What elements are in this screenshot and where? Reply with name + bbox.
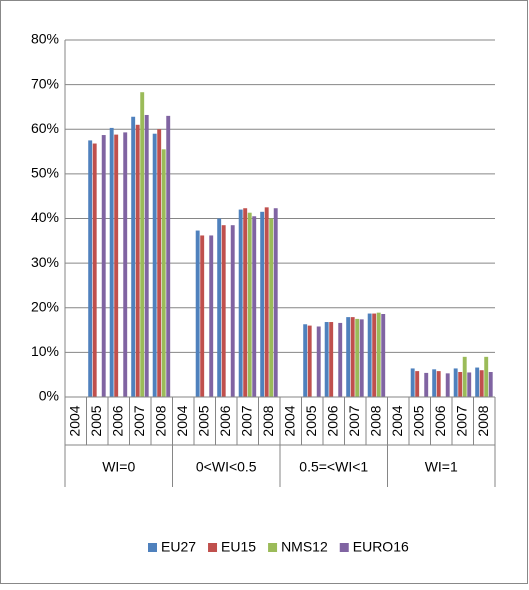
bar <box>307 325 312 397</box>
legend-label: EU15 <box>221 539 256 555</box>
bar <box>247 212 252 397</box>
bar <box>372 313 377 397</box>
x-tick-label: 2007 <box>346 405 362 436</box>
bar <box>109 127 114 397</box>
y-tick-label: 80% <box>31 31 59 47</box>
bar <box>221 225 226 397</box>
bar <box>195 230 200 397</box>
x-tick-label: 2004 <box>174 405 190 436</box>
bar <box>376 312 381 397</box>
bar <box>157 129 162 397</box>
bar <box>200 235 205 397</box>
bar <box>338 322 343 397</box>
bar <box>273 208 278 397</box>
bar <box>161 149 166 397</box>
x-tick-label: 2004 <box>389 405 405 436</box>
bar <box>367 313 372 397</box>
bar <box>479 370 484 397</box>
bar <box>140 92 145 398</box>
x-tick-label: 2006 <box>324 405 340 436</box>
bar <box>415 371 420 397</box>
x-tick-label: 2005 <box>88 405 104 436</box>
bar <box>324 322 329 397</box>
bar <box>303 324 308 397</box>
x-tick-label: 2006 <box>217 405 233 436</box>
x-tick-label: 2006 <box>432 405 448 436</box>
bar <box>329 322 334 397</box>
legend-label: EU27 <box>161 539 196 555</box>
bar <box>114 134 119 398</box>
bar <box>316 326 321 397</box>
bar <box>410 368 415 397</box>
legend-label: NMS12 <box>281 539 328 555</box>
group-label: WI=1 <box>425 459 458 475</box>
x-tick-label: 2008 <box>260 405 276 436</box>
bar <box>484 356 489 397</box>
x-tick-label: 2008 <box>367 405 383 436</box>
bar <box>458 372 463 397</box>
x-tick-label: 2008 <box>152 405 168 436</box>
bar <box>123 132 128 397</box>
bar <box>144 114 149 397</box>
bar <box>346 317 351 397</box>
bar <box>436 371 441 397</box>
bar <box>230 225 235 397</box>
x-tick-label: 2005 <box>303 405 319 436</box>
x-tick-label: 2004 <box>66 405 82 436</box>
bar <box>92 143 97 397</box>
bar <box>453 368 458 397</box>
y-tick-label: 20% <box>31 298 59 314</box>
y-tick-label: 30% <box>31 254 59 270</box>
bar <box>462 356 467 397</box>
group-label: 0<WI<0.5 <box>196 459 257 475</box>
y-tick-label: 50% <box>31 165 59 181</box>
bar <box>264 207 269 397</box>
bar <box>488 372 493 397</box>
bar <box>243 208 248 397</box>
bar <box>238 209 243 397</box>
bar <box>445 373 450 397</box>
bar <box>101 135 106 397</box>
bar <box>260 211 265 397</box>
bar <box>152 133 157 397</box>
y-tick-label: 60% <box>31 120 59 136</box>
bar <box>131 116 136 397</box>
legend-swatch <box>339 543 349 552</box>
bar <box>359 319 364 397</box>
bar <box>424 372 429 397</box>
x-tick-label: 2007 <box>453 405 469 436</box>
legend-swatch <box>208 543 218 552</box>
bar <box>350 317 355 397</box>
legend-label: EURO16 <box>353 539 409 555</box>
bar <box>467 372 472 397</box>
group-label: 0.5=<WI<1 <box>299 459 368 475</box>
legend-swatch <box>268 543 278 552</box>
bar <box>217 218 222 397</box>
bar <box>269 218 274 397</box>
bar <box>432 369 437 397</box>
bar <box>475 367 480 397</box>
y-tick-label: 40% <box>31 209 59 225</box>
bar <box>381 313 386 397</box>
group-label: WI=0 <box>102 459 135 475</box>
legend-swatch <box>148 543 157 552</box>
x-tick-label: 2007 <box>131 405 147 436</box>
bar <box>209 235 214 397</box>
x-tick-label: 2007 <box>238 405 254 436</box>
bar <box>135 124 140 397</box>
bar <box>166 115 171 398</box>
x-tick-label: 2005 <box>195 405 211 436</box>
bar <box>252 216 257 397</box>
bar <box>88 140 93 397</box>
x-tick-label: 2005 <box>410 405 426 436</box>
y-tick-label: 0% <box>39 388 59 404</box>
x-tick-label: 2008 <box>475 405 491 436</box>
bar <box>355 318 360 397</box>
x-tick-label: 2004 <box>281 405 297 436</box>
x-tick-label: 2006 <box>109 405 125 436</box>
y-tick-label: 10% <box>31 343 59 359</box>
y-tick-label: 70% <box>31 75 59 91</box>
